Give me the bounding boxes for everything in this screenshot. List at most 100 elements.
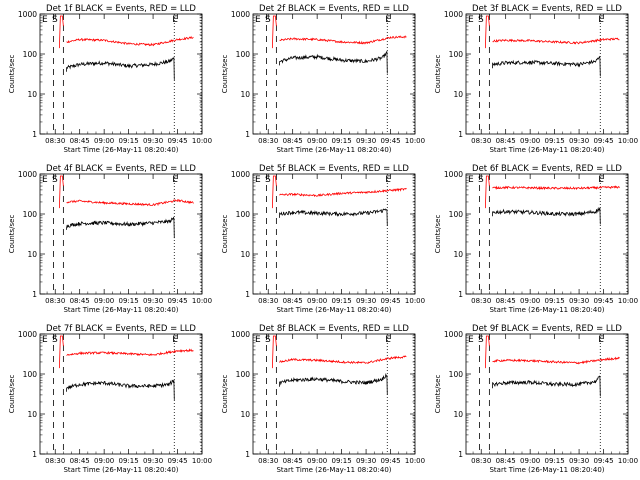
detector-panel-2: Det 2f BLACK = Events, RED = LLD 1 10 100 10… [213, 0, 426, 160]
x-tick-label: 09:30 [143, 457, 163, 465]
x-tick-label: 08:30 [471, 137, 491, 145]
eclipse-marker-label: E [468, 175, 474, 185]
detector-panel-9: Det 9f BLACK = Events, RED = LLD 1 10 100 10… [426, 320, 639, 480]
y-tick-label: 1 [32, 130, 37, 139]
eclipse-marker-label: E [598, 15, 604, 25]
eclipse-marker-label: E [598, 175, 604, 185]
saa-marker-label: S [52, 335, 58, 345]
y-axis-label: Counts/sec [221, 375, 229, 414]
y-axis-label: Counts/sec [8, 55, 16, 94]
y-tick-label: 1 [32, 450, 37, 459]
plot-frame [39, 13, 203, 135]
x-tick-label: 09:30 [356, 297, 376, 305]
y-tick-label: 1 [458, 130, 463, 139]
y-tick-label: 10 [453, 410, 463, 419]
chart-svg: Det 4f BLACK = Events, RED = LLD 1 10 100 10… [8, 164, 212, 314]
y-tick-label: 10 [27, 90, 37, 99]
eclipse-marker-label: E [42, 15, 48, 25]
x-tick-label: 08:30 [258, 297, 278, 305]
x-tick-label: 09:30 [143, 297, 163, 305]
y-tick-label: 1000 [444, 170, 463, 179]
lld-saa-spike [271, 15, 277, 49]
chart-svg: Det 6f BLACK = Events, RED = LLD 1 10 100 10… [434, 164, 638, 314]
y-tick-label: 1000 [444, 10, 463, 19]
chart-svg: Det 2f BLACK = Events, RED = LLD 1 10 100 10… [221, 4, 425, 154]
y-tick-label: 1 [458, 290, 463, 299]
plot-frame [465, 13, 629, 135]
y-tick-label: 100 [23, 210, 38, 219]
y-axis-label: Counts/sec [8, 215, 16, 254]
y-tick-label: 100 [236, 370, 251, 379]
eclipse-marker-label: E [468, 15, 474, 25]
x-tick-label: 09:45 [593, 297, 613, 305]
lld-series-line [492, 356, 620, 365]
x-axis-label: Start Time (26-May-11 08:20:40) [489, 146, 604, 154]
y-tick-label: 100 [236, 50, 251, 59]
x-tick-label: 08:30 [45, 457, 65, 465]
x-axis-label: Start Time (26-May-11 08:20:40) [63, 146, 178, 154]
y-tick-label: 1000 [444, 330, 463, 339]
saa-marker-label: S [52, 15, 58, 25]
y-tick-label: 1000 [18, 330, 37, 339]
lld-series-line [492, 185, 620, 191]
y-tick-label: 100 [449, 210, 464, 219]
x-tick-label: 08:30 [258, 457, 278, 465]
x-tick-label: 10:00 [405, 457, 425, 465]
x-tick-label: 08:45 [283, 457, 303, 465]
eclipse-marker-label: E [42, 335, 48, 345]
x-tick-label: 09:00 [307, 297, 327, 305]
y-tick-label: 1000 [18, 170, 37, 179]
y-tick-label: 1 [245, 450, 250, 459]
x-tick-label: 08:45 [283, 297, 303, 305]
saa-marker-label: S [265, 335, 271, 345]
lld-saa-spike [271, 175, 277, 209]
y-tick-label: 1000 [18, 10, 37, 19]
events-series-line [66, 57, 175, 80]
x-tick-label: 09:45 [380, 297, 400, 305]
saa-marker-label: S [52, 175, 58, 185]
x-tick-label: 08:45 [283, 137, 303, 145]
chart-svg: Det 9f BLACK = Events, RED = LLD 1 10 100 10… [434, 324, 638, 474]
x-tick-label: 09:15 [332, 137, 352, 145]
plot-frame [465, 333, 629, 455]
detector-panel-6: Det 6f BLACK = Events, RED = LLD 1 10 100 10… [426, 160, 639, 320]
lld-series-line [492, 37, 620, 45]
events-series-line [492, 206, 601, 225]
y-axis-label: Counts/sec [221, 55, 229, 94]
x-tick-label: 09:00 [307, 137, 327, 145]
y-tick-label: 10 [240, 90, 250, 99]
x-tick-label: 09:00 [520, 297, 540, 305]
panel-title: Det 7f BLACK = Events, RED = LLD [46, 324, 196, 334]
x-tick-label: 10:00 [405, 297, 425, 305]
lld-saa-spike [484, 175, 490, 209]
x-tick-label: 09:00 [520, 137, 540, 145]
eclipse-marker-label: E [385, 175, 391, 185]
lld-series-line [279, 187, 407, 198]
lld-series-line [66, 198, 194, 207]
events-series-line [279, 208, 388, 227]
detector-panel-7: Det 7f BLACK = Events, RED = LLD 1 10 100 10… [0, 320, 213, 480]
x-tick-label: 09:00 [94, 297, 114, 305]
lld-saa-spike [58, 335, 64, 369]
y-tick-label: 10 [453, 90, 463, 99]
x-tick-label: 09:45 [380, 457, 400, 465]
x-axis-label: Start Time (26-May-11 08:20:40) [276, 306, 391, 314]
x-axis-label: Start Time (26-May-11 08:20:40) [63, 466, 178, 474]
chart-svg: Det 1f BLACK = Events, RED = LLD 1 10 100 10… [8, 4, 212, 154]
y-tick-label: 10 [453, 250, 463, 259]
lld-series-line [66, 348, 194, 357]
x-tick-label: 08:30 [258, 137, 278, 145]
x-tick-label: 09:45 [593, 137, 613, 145]
x-tick-label: 10:00 [192, 457, 212, 465]
x-tick-label: 10:00 [618, 297, 638, 305]
events-series-line [492, 375, 601, 397]
y-tick-label: 10 [27, 410, 37, 419]
x-tick-label: 08:30 [45, 297, 65, 305]
events-series-line [279, 373, 388, 395]
saa-marker-label: S [265, 175, 271, 185]
x-tick-label: 08:30 [471, 457, 491, 465]
panel-title: Det 9f BLACK = Events, RED = LLD [472, 324, 622, 334]
y-tick-label: 100 [23, 370, 38, 379]
detector-panel-1: Det 1f BLACK = Events, RED = LLD 1 10 100 10… [0, 0, 213, 160]
